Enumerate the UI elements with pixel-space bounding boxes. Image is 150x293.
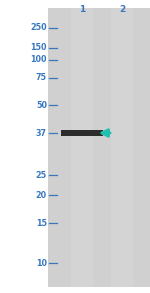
Text: 150: 150 xyxy=(30,43,47,52)
Bar xyxy=(61,130,103,136)
Text: 10: 10 xyxy=(36,258,47,268)
Text: 250: 250 xyxy=(30,23,47,33)
Text: 100: 100 xyxy=(30,55,47,64)
Text: 25: 25 xyxy=(36,171,47,180)
Text: 15: 15 xyxy=(36,219,47,227)
Bar xyxy=(111,8,133,287)
Text: 50: 50 xyxy=(36,100,47,110)
Text: 75: 75 xyxy=(36,74,47,83)
Text: 37: 37 xyxy=(36,129,47,137)
Bar xyxy=(71,8,93,287)
Text: 20: 20 xyxy=(36,190,47,200)
Bar xyxy=(48,8,150,287)
Text: 2: 2 xyxy=(119,6,125,14)
Text: 1: 1 xyxy=(79,6,85,14)
